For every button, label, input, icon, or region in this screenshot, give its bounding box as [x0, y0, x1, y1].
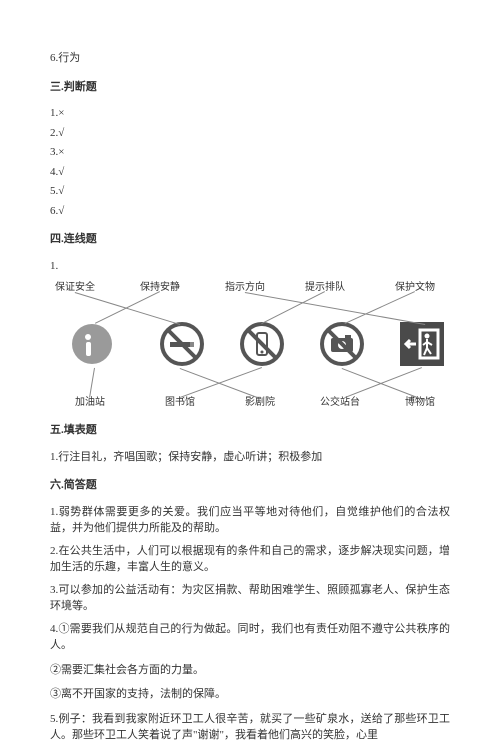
diagram-icon-nocamera: [320, 322, 364, 366]
diagram-icon-nosmoke: [160, 322, 204, 366]
sec3-item: 1.×: [50, 105, 450, 122]
sec5-title: 五.填表题: [50, 422, 450, 439]
diagram-icon-nophone: [240, 322, 284, 366]
q6-text: 6.行为: [50, 50, 450, 67]
sec6-p2: 2.在公共生活中，人们可以根据现有的条件和自己的需求，逐步解决现实问题，增加生活…: [50, 543, 450, 576]
sec6-title: 六.简答题: [50, 477, 450, 494]
diagram-connection-line: [245, 292, 425, 325]
diagram-top-label: 提示排队: [305, 280, 345, 295]
sec6-p7: 5.例子：我看到我家附近环卫工人很辛苦，就买了一些矿泉水，送给了那些环卫工人。那…: [50, 711, 450, 744]
diagram-connection-line: [75, 292, 180, 325]
sec3-item: 5.√: [50, 183, 450, 200]
diagram-top-label: 保持安静: [140, 280, 180, 295]
sec3-item: 2.√: [50, 125, 450, 142]
sec3-item: 3.×: [50, 144, 450, 161]
sec3-item: 4.√: [50, 164, 450, 181]
sec6-p6: ③离不开国家的支持，法制的保障。: [50, 686, 450, 703]
diagram-connection-line: [89, 368, 95, 398]
diagram-connection-line: [345, 291, 415, 324]
diagram-connection-line: [95, 291, 160, 324]
sec3-item: 6.√: [50, 203, 450, 220]
sec4-num: 1.: [50, 258, 450, 275]
sec6-p4: 4.①需要我们从规范自己的行为做起。同时，我们也有责任劝阻不遵守公共秩序的人。: [50, 621, 450, 654]
sec6-p1: 1.弱势群体需要更多的关爱。我们应当平等地对待他们，自觉维护他们的合法权益，并为…: [50, 504, 450, 537]
sec4-title: 四.连线题: [50, 231, 450, 248]
diagram-icon-info: [70, 322, 114, 366]
sec5-a1: 1.行注目礼，齐唱国歌；保持安静，虚心听讲；积极参加: [50, 449, 450, 466]
sec6-p5: ②需要汇集社会各方面的力量。: [50, 662, 450, 679]
matching-diagram: 保证安全保持安静指示方向提示排队保护文物加油站图书馆影剧院公交站台博物馆: [50, 280, 450, 410]
diagram-bottom-label: 公交站台: [320, 395, 360, 410]
diagram-icon-exit: [400, 322, 444, 366]
sec3-title: 三.判断题: [50, 79, 450, 96]
diagram-top-label: 保护文物: [395, 280, 435, 295]
sec6-p3: 3.可以参加的公益活动有：为灾区捐款、帮助困难学生、照顾孤寡老人、保护生态环境等…: [50, 582, 450, 615]
